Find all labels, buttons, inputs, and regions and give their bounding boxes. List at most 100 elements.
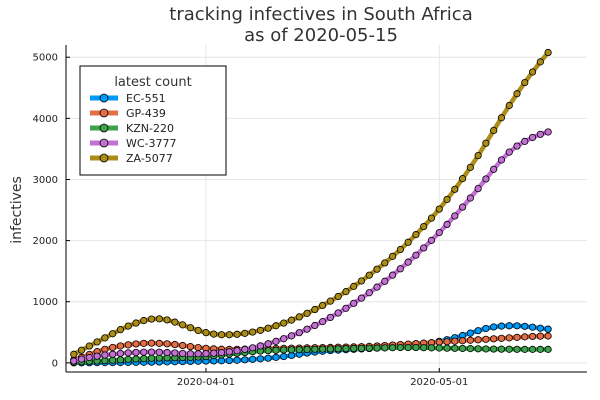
data-point [350,344,358,353]
series-WC-3777 [70,128,552,365]
data-point [202,349,210,358]
data-point [202,329,210,337]
legend-entry-label: ZA-5077 [126,152,173,165]
data-point [179,321,187,329]
legend-swatch-marker [99,108,109,118]
data-point [287,316,296,324]
data-point [319,301,327,310]
data-point [85,353,93,362]
data-point [101,351,109,359]
data-point [412,343,420,352]
data-point [334,345,342,353]
data-point [451,344,459,352]
data-point [536,332,544,340]
data-point [373,283,381,291]
data-point [93,338,101,346]
data-point [427,236,436,244]
data-point [427,214,436,222]
data-point [373,265,381,273]
data-point [272,322,280,330]
data-point [404,343,412,352]
legend-swatch-marker [99,153,109,163]
data-point [497,322,506,330]
data-point [466,345,474,353]
data-point [186,324,195,332]
data-point [342,288,350,296]
data-point [536,324,544,332]
data-point [311,321,319,330]
data-point [350,299,358,307]
data-point [474,327,482,335]
data-point [155,339,163,347]
data-point [116,349,125,358]
data-point [513,142,521,150]
data-point [443,338,451,346]
data-point [264,340,272,348]
data-point [396,245,404,254]
data-point [404,258,412,266]
data-point [528,68,537,76]
data-point [435,228,443,237]
data-point [458,203,467,211]
data-point [241,329,249,337]
data-point [482,324,490,333]
data-point [544,332,552,340]
data-point [482,345,490,353]
y-tick-label: 1000 [33,297,58,308]
data-point [217,331,226,339]
data-point [295,346,303,354]
data-point [256,326,264,334]
data-point [217,348,226,357]
data-point [249,328,257,336]
data-point [381,259,389,267]
data-point [163,316,171,324]
data-point [357,344,366,352]
y-tick-label: 0 [52,358,58,369]
data-point [155,348,163,356]
data-point [536,345,544,353]
chart-title: tracking infectives in South Africa [169,4,472,25]
data-point [280,335,288,343]
data-point [490,126,498,135]
data-point [109,343,117,352]
data-point [241,356,249,364]
data-point [365,289,373,297]
data-point [303,345,311,354]
legend-entry-label: WC-3777 [126,137,177,150]
data-point [365,271,373,279]
data-point [521,137,529,145]
data-point [513,90,521,98]
data-point [521,78,529,87]
data-point [474,336,482,344]
data-point [497,345,506,353]
data-point [194,326,202,335]
legend-entry-label: EC-551 [126,92,166,105]
data-point [124,322,132,330]
data-point [116,342,125,350]
data-point [77,355,86,363]
data-point [116,356,125,364]
data-point [435,205,443,213]
data-point [287,346,296,354]
y-tick-label: 3000 [33,175,58,186]
y-axis-label: infectives [9,176,25,244]
legend-entry-label: KZN-220 [126,122,174,135]
data-point [497,114,506,122]
data-point [249,344,257,352]
data-point [303,325,311,333]
x-tick-label: 2020-04-01 [177,377,235,388]
data-point [373,344,381,352]
data-point [528,323,537,331]
x-tick-label: 2020-05-01 [410,377,468,388]
data-point [420,244,428,252]
data-point [147,315,156,323]
data-point [388,344,397,352]
data-point [497,156,506,164]
data-point [334,292,342,301]
data-point [357,294,366,302]
data-point [490,323,498,331]
data-point [186,350,195,358]
data-point [272,337,280,345]
data-point [311,345,319,353]
